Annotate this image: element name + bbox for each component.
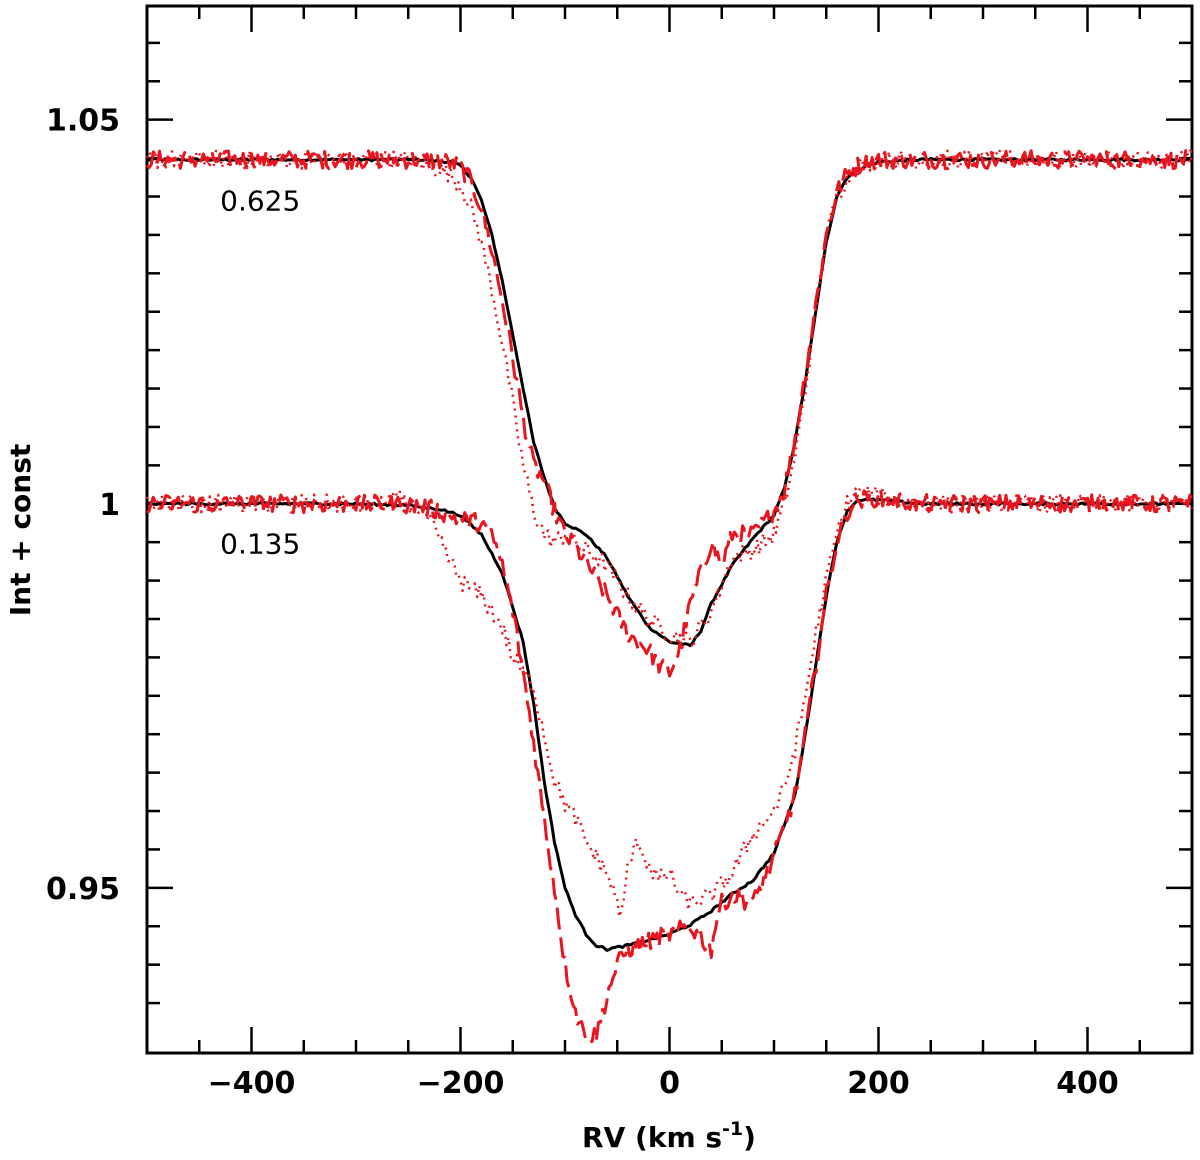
phase-label: 0.135 [220,528,300,561]
annotation-layer: 0.625 0.135 [220,184,300,560]
x-axis-title-text: RV (km s [582,1121,722,1154]
y-axis-title: Int + const [4,444,37,617]
x-axis-title-close: ) [743,1121,756,1154]
x-axis-title-sup: -1 [722,1118,743,1140]
axis-tick-labels: −400 −200 0 200 400 0.95 1 1.05 [46,104,1119,1101]
x-axis-title: RV (km s-1) [582,1118,756,1154]
series-dashed [145,149,1193,678]
x-tick-label: −400 [208,1066,296,1101]
series-solid [146,497,1193,952]
x-tick-label: −200 [417,1066,505,1101]
series-dashed [146,487,1194,1044]
series-layer [145,149,1194,1044]
y-tick-label: 0.95 [46,872,120,907]
series-dotted [145,149,1194,650]
x-tick-label: 200 [847,1066,910,1101]
series-solid [146,157,1193,648]
y-tick-label: 1.05 [46,104,120,139]
axis-ticks [145,6,1194,1053]
y-tick-label: 1 [99,488,120,523]
x-tick-label: 400 [1056,1066,1119,1101]
x-tick-label: 0 [659,1066,680,1101]
phase-label: 0.625 [220,184,300,217]
series-dotted [145,484,1194,919]
